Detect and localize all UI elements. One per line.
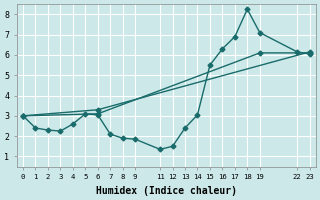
X-axis label: Humidex (Indice chaleur): Humidex (Indice chaleur) <box>96 186 237 196</box>
